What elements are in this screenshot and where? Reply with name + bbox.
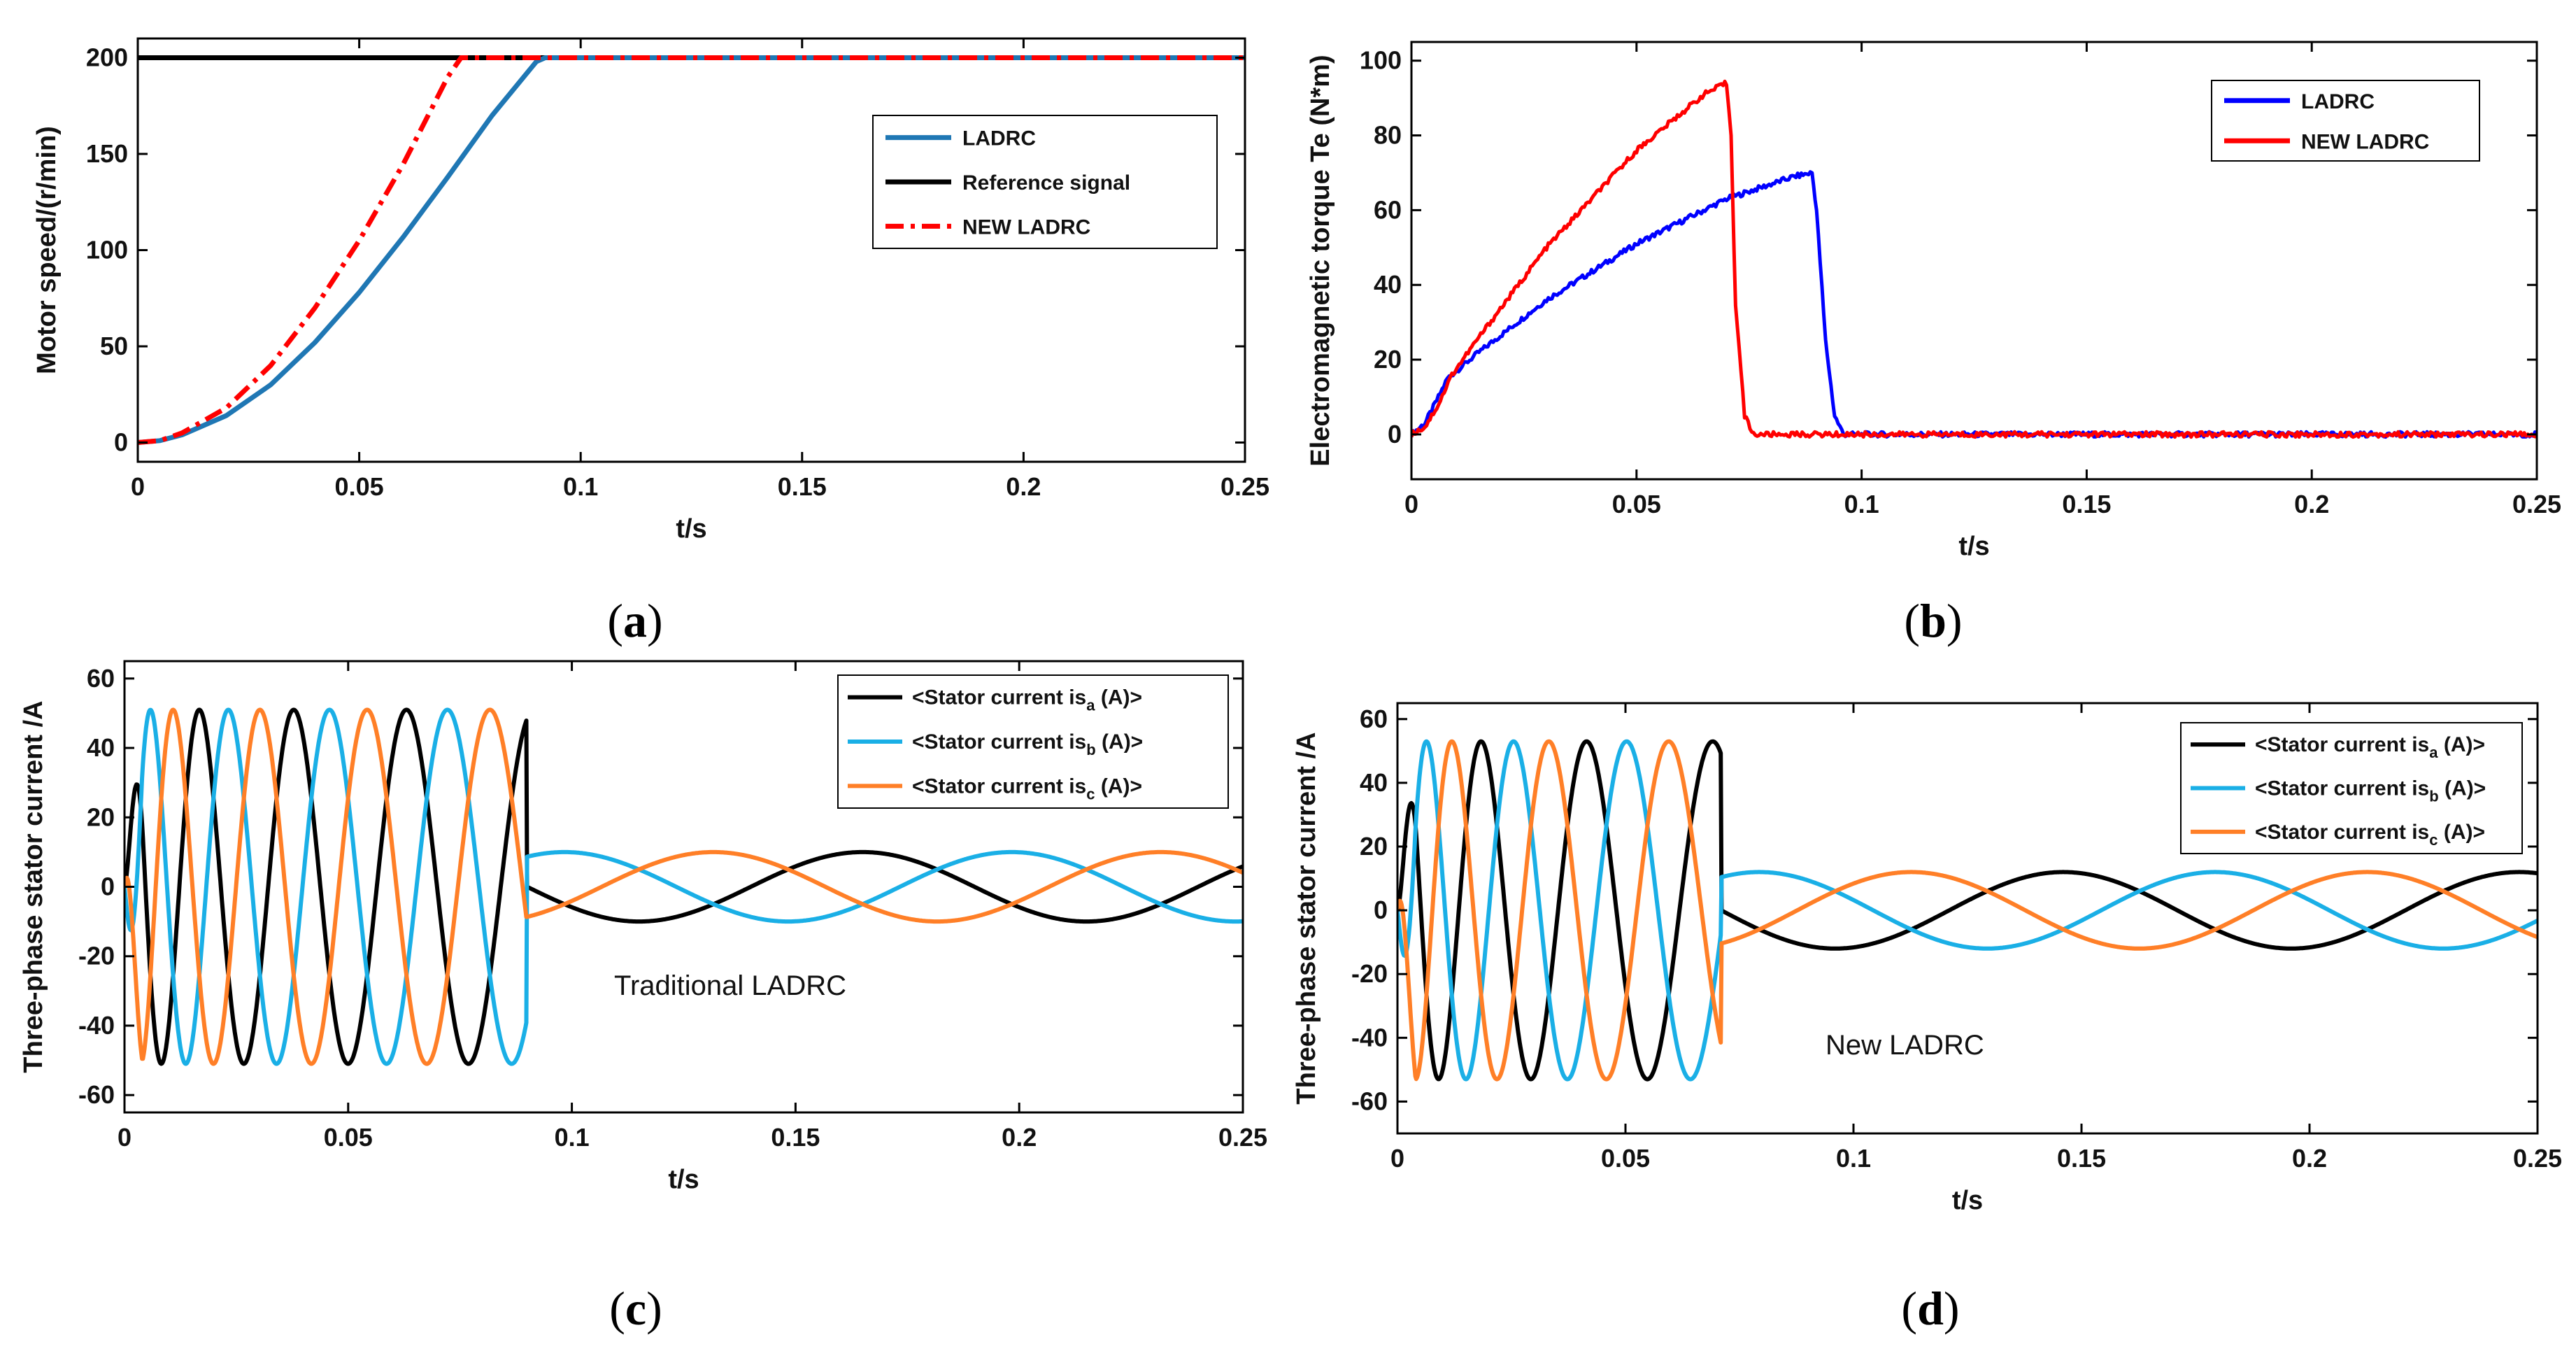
y-tick-label: 0	[1374, 896, 1388, 924]
y-tick-label: -20	[78, 942, 115, 970]
legend-label: <Stator current isa (A)>	[912, 686, 1142, 714]
plot-area	[124, 707, 1243, 1066]
y-tick-label: 20	[1374, 345, 1402, 374]
x-tick-label: 0.2	[2292, 1144, 2327, 1173]
y-tick-label: 40	[87, 733, 115, 762]
x-tick-label: 0.25	[1221, 472, 1269, 501]
plot-area	[138, 55, 1245, 445]
y-tick-label: 40	[1360, 768, 1388, 797]
y-tick-label: 200	[86, 43, 128, 72]
series-line-new-ladrc	[1411, 79, 2537, 439]
panel-d-stator-current-new: 0 0.05 0.1 0.15 0.2 0.25 -60 -40 -20 0 20 40 60 t/s Th…	[1292, 702, 2562, 1335]
y-tick-label: -20	[1351, 959, 1388, 988]
series-line-phase-b	[124, 707, 1243, 1066]
y-tick-label: -40	[1351, 1023, 1388, 1052]
y-tick-label: 0	[101, 872, 115, 901]
panel-caption: (c)	[609, 1282, 662, 1335]
y-tick-label: -60	[1351, 1087, 1388, 1115]
x-tick-label: 0.1	[1836, 1144, 1871, 1173]
legend-label: LADRC	[2301, 90, 2375, 113]
plot-annotation: New LADRC	[1826, 1030, 1984, 1061]
x-tick-label: 0	[1390, 1144, 1404, 1173]
x-tick-label: 0.1	[1844, 490, 1879, 518]
panel-caption: (b)	[1904, 594, 1962, 647]
x-tick-label: 0	[118, 1123, 131, 1152]
y-tick-label: 20	[1360, 832, 1388, 861]
x-tick-label: 0.15	[2062, 490, 2111, 518]
legend-box	[2211, 80, 2480, 162]
x-tick-label: 0.25	[2513, 1144, 2562, 1173]
x-tick-label: 0.2	[2294, 490, 2329, 518]
legend-label: <Stator current isb (A)>	[2255, 777, 2486, 805]
x-tick-label: 0.2	[1006, 472, 1041, 501]
y-tick-label: 60	[1374, 195, 1402, 224]
x-tick-label: 0.05	[1612, 490, 1661, 518]
y-tick-label: 80	[1374, 121, 1402, 150]
plot-area	[1411, 79, 2537, 439]
x-tick-label: 0.25	[1218, 1123, 1267, 1152]
x-tick-label: 0.05	[1601, 1144, 1650, 1173]
legend-label: <Stator current isc (A)>	[912, 775, 1142, 802]
caption-letter: a	[623, 594, 647, 647]
y-tick-label: 60	[87, 664, 115, 693]
y-tick-label: 100	[1360, 46, 1402, 75]
y-axis-title: Three-phase stator current /A	[1292, 732, 1321, 1104]
series-line-phase-c	[1397, 739, 2538, 1082]
panel-caption: (a)	[607, 594, 662, 647]
x-tick-label: 0.05	[324, 1123, 373, 1152]
y-tick-label: 20	[87, 802, 115, 831]
legend-label: LADRC	[962, 127, 1036, 150]
panel-c-stator-current-traditional: 0 0.05 0.1 0.15 0.2 0.25 -60 -40 -20 0 20 40 60 t/s Th…	[19, 660, 1267, 1335]
panel-b-electromagnetic-torque: 0 0.05 0.1 0.15 0.2 0.25 0 20 40 60 80 100 t/s Electr…	[1306, 41, 2561, 647]
y-tick-label: 60	[1360, 705, 1388, 733]
x-tick-label: 0.05	[335, 472, 384, 501]
plot-annotation: Traditional LADRC	[614, 970, 846, 1001]
legend-label: <Stator current isc (A)>	[2255, 821, 2485, 849]
y-tick-label: 150	[86, 139, 128, 168]
y-tick-label: -60	[78, 1080, 115, 1109]
y-tick-label: 0	[1388, 420, 1402, 448]
series-line-phase-a	[1397, 739, 2538, 1082]
series-line-new-ladrc	[138, 55, 1245, 445]
caption-letter: c	[625, 1282, 646, 1335]
caption-letter: b	[1920, 594, 1947, 647]
y-axis-title: Motor speed/(r/min)	[32, 126, 62, 374]
x-tick-label: 0.2	[1002, 1123, 1037, 1152]
y-tick-label: 40	[1374, 270, 1402, 299]
x-axis-title: t/s	[1952, 1186, 1983, 1215]
legend-box	[837, 674, 1229, 809]
x-tick-label: 0.1	[555, 1123, 590, 1152]
plot-area	[1397, 739, 2538, 1082]
plot-frame	[1410, 41, 2538, 481]
y-tick-label: 100	[86, 236, 128, 264]
x-tick-label: 0.25	[2512, 490, 2561, 518]
x-tick-label: 0.15	[771, 1123, 820, 1152]
x-axis-title: t/s	[1958, 532, 1989, 561]
caption-letter: d	[1917, 1282, 1944, 1335]
panel-caption: (d)	[1901, 1282, 1959, 1335]
x-tick-label: 0.15	[2057, 1144, 2106, 1173]
panel-a-motor-speed: 0 0.05 0.1 0.15 0.2 0.25 0 50 100 150 200 t/s Motor …	[32, 37, 1269, 647]
legend-label: NEW LADRC	[962, 215, 1090, 239]
y-tick-label: 50	[100, 332, 128, 360]
plot-frame	[1396, 702, 2539, 1135]
legend-label: <Stator current isa (A)>	[2255, 733, 2485, 761]
plot-frame	[136, 37, 1246, 463]
x-axis-title: t/s	[668, 1165, 699, 1194]
y-tick-label: 0	[114, 428, 128, 457]
legend-label: NEW LADRC	[2301, 130, 2429, 153]
x-tick-label: 0.1	[563, 472, 598, 501]
y-tick-label: -40	[78, 1011, 115, 1040]
y-axis-title: Three-phase stator current /A	[19, 700, 48, 1073]
legend-label: Reference signal	[962, 171, 1130, 195]
series-line-phase-c	[124, 707, 1243, 1066]
x-tick-label: 0	[131, 472, 145, 501]
x-tick-label: 0	[1404, 490, 1418, 518]
x-axis-title: t/s	[676, 514, 706, 544]
y-axis-title: Electromagnetic torque Te (N*m)	[1306, 55, 1335, 466]
legend-label: <Stator current isb (A)>	[912, 730, 1143, 758]
x-tick-label: 0.15	[778, 472, 827, 501]
